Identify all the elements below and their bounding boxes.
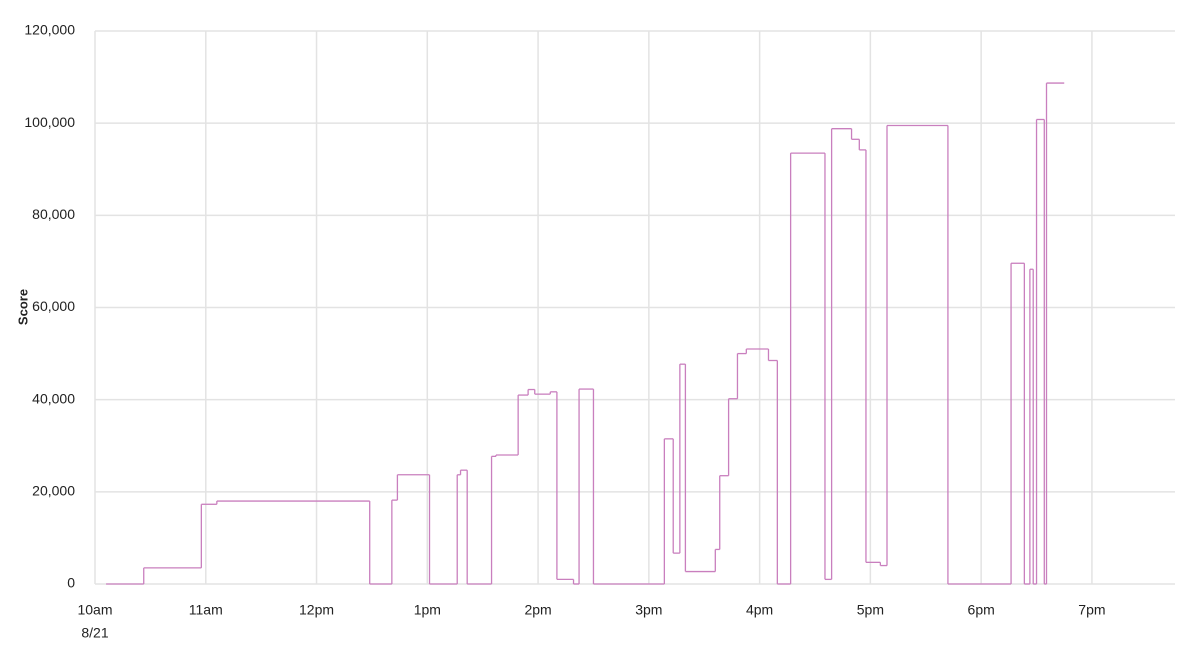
y-tick-label: 80,000 xyxy=(32,206,75,222)
y-tick-label: 120,000 xyxy=(24,22,75,38)
y-axis-label: Score xyxy=(15,289,30,325)
x-tick-label: 7pm xyxy=(1078,602,1105,618)
x-tick-label: 2pm xyxy=(524,602,551,618)
y-tick-label: 0 xyxy=(67,575,75,591)
y-tick-label: 100,000 xyxy=(24,114,75,130)
y-tick-label: 40,000 xyxy=(32,390,75,406)
x-sublabel: 8/21 xyxy=(81,625,108,641)
x-tick-label: 1pm xyxy=(414,602,441,618)
x-tick-label: 6pm xyxy=(968,602,995,618)
x-tick-label: 10am xyxy=(77,602,112,618)
y-tick-label: 60,000 xyxy=(32,298,75,314)
x-tick-label: 11am xyxy=(189,602,223,618)
x-tick-label: 4pm xyxy=(746,602,773,618)
x-tick-label: 12pm xyxy=(299,602,334,618)
x-tick-label: 3pm xyxy=(635,602,662,618)
y-tick-label: 20,000 xyxy=(32,483,75,499)
x-tick-label: 5pm xyxy=(857,602,884,618)
